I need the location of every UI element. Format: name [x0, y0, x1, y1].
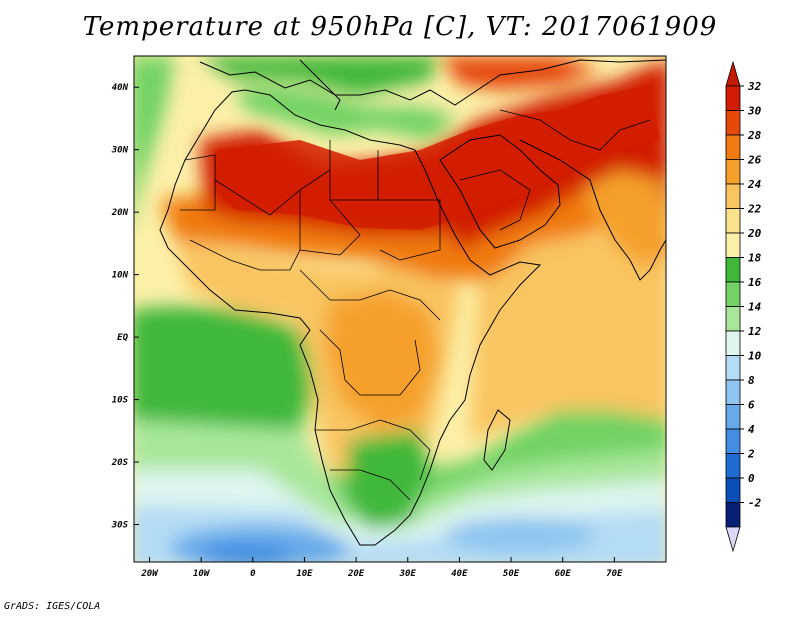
colorbar-label-15: 2	[747, 448, 755, 461]
colorbar-swatch-4	[725, 183, 741, 209]
lat-label-3: 10N	[112, 271, 129, 281]
border-chad-niger	[299, 190, 361, 256]
colorbar-swatch-7	[725, 257, 741, 283]
field-india-orange	[580, 170, 666, 270]
field-southern-africa-green	[345, 430, 430, 530]
border-west-sahara	[180, 154, 216, 211]
lat-label-6: 20S	[111, 458, 129, 468]
colorbar-label-7: 18	[748, 252, 762, 265]
latitude-ticks	[134, 86, 139, 526]
lon-label-6: 40E	[451, 569, 468, 579]
colorbar-swatch-13	[725, 404, 741, 430]
colorbar-swatch-10	[725, 330, 741, 356]
colorbar-swatch-3	[725, 159, 741, 185]
border-west-africa	[189, 239, 301, 271]
colorbar-swatch-8	[725, 281, 741, 307]
field-europe-north-green	[200, 56, 440, 95]
colorbar-swatch-12	[725, 379, 741, 405]
lon-label-8: 60E	[555, 569, 572, 579]
coastlines	[159, 59, 666, 546]
border-libya-egypt	[329, 140, 379, 201]
madagascar-coastline	[483, 409, 511, 471]
lon-label-4: 20E	[347, 569, 365, 579]
colorbar-label-17: -2	[748, 497, 762, 510]
border-iran	[499, 109, 651, 151]
colorbar-swatch-6	[725, 232, 741, 258]
colorbar-label-9: 14	[748, 301, 762, 314]
europe-coastline	[199, 59, 666, 106]
field-north-atlantic-green	[134, 56, 175, 220]
lon-label-7: 50E	[503, 569, 520, 579]
border-central-africa	[299, 269, 441, 321]
asia-coastline	[519, 139, 666, 281]
map-title: Temperature at 950hPa [C], VT: 201706190…	[82, 12, 718, 42]
colorbar-swatch-0	[725, 85, 741, 111]
colorbar-label-1: 30	[747, 105, 762, 118]
field-south-blue-core	[200, 543, 290, 562]
colorbar-label-4: 24	[747, 178, 762, 191]
colorbar-swatch-16	[725, 477, 741, 503]
field-central-africa-orange	[325, 290, 440, 430]
colorbar-label-5: 22	[747, 203, 762, 216]
colorbar-swatch-11	[725, 355, 741, 381]
longitude-labels: 20W 10W 0 10E 20E 30E 40E 50E 60E 70E	[140, 569, 623, 579]
colorbar-label-10: 12	[748, 325, 762, 338]
lat-label-4: EQ	[117, 333, 128, 343]
colorbar-label-8: 16	[748, 276, 762, 289]
colorbar-label-14: 4	[748, 423, 755, 436]
italy-coastline	[299, 59, 341, 111]
grads-credit: GrADS: IGES/COLA	[4, 601, 101, 612]
colorbar-label-11: 10	[748, 350, 762, 363]
field-south-blue-east	[445, 517, 595, 553]
field-mediterranean-green	[235, 86, 455, 140]
colorbar-label-6: 20	[747, 227, 762, 240]
border-congo	[319, 329, 421, 396]
colorbar-label-13: 6	[748, 399, 755, 412]
lon-label-3: 10E	[296, 569, 313, 579]
colorbar-label-16: 0	[748, 472, 755, 485]
lat-label-1: 30N	[111, 146, 129, 156]
colorbar-swatch-5	[725, 208, 741, 234]
longitude-ticks	[148, 557, 615, 562]
colorbar-swatch-2	[725, 134, 741, 160]
temperature-field	[134, 56, 666, 562]
lat-label-2: 20N	[111, 208, 129, 218]
lon-label-2: 0	[250, 569, 256, 579]
colorbar-swatch-9	[725, 306, 741, 332]
border-southern	[315, 419, 431, 481]
colorbar-label-0: 32	[747, 80, 762, 93]
border-arabia	[459, 169, 531, 231]
latitude-labels: 40N 30N 20N 10N EQ 10S 20S 30S	[111, 83, 129, 530]
border-sudan	[378, 199, 441, 261]
colorbar-bottom-arrow	[725, 526, 741, 553]
colorbar-label-12: 8	[748, 374, 755, 387]
lat-label-5: 10S	[112, 396, 129, 406]
lon-label-5: 30E	[399, 569, 417, 579]
border-sa	[330, 469, 411, 501]
lat-label-0: 40N	[112, 83, 129, 93]
colorbar-label-3: 26	[747, 154, 762, 167]
field-tropical-atlantic-green	[134, 306, 310, 440]
field-sahara-core	[215, 85, 660, 230]
map-frame	[133, 55, 667, 563]
colorbar-swatch-1	[725, 110, 741, 136]
lon-label-0: 20W	[140, 569, 159, 579]
africa-coastline	[159, 89, 542, 546]
field-indian-ocean-warm	[470, 230, 666, 440]
arabia-coastline	[439, 134, 561, 249]
colorbar-swatch-14	[725, 428, 741, 454]
colorbar-top-arrow	[725, 60, 741, 87]
lon-label-1: 10W	[193, 569, 211, 579]
lat-label-7: 30S	[111, 521, 129, 531]
colorbar-swatch-15	[725, 453, 741, 479]
lon-label-9: 70E	[606, 569, 623, 579]
colorbar-label-2: 28	[747, 129, 762, 142]
country-borders	[180, 109, 651, 501]
colorbar-swatch-17	[725, 502, 741, 528]
border-mali-algeria	[214, 169, 331, 216]
